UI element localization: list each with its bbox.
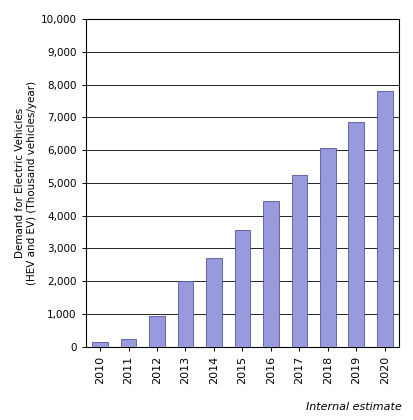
Bar bbox=[376, 91, 392, 347]
Bar bbox=[149, 315, 164, 347]
Bar bbox=[120, 339, 136, 347]
Bar bbox=[319, 148, 335, 347]
Bar bbox=[348, 122, 363, 347]
Bar bbox=[177, 281, 193, 347]
Bar bbox=[92, 342, 108, 347]
Bar bbox=[291, 175, 306, 347]
Y-axis label: Demand for Electric Vehicles
(HEV and EV) (Thousand vehicles/year): Demand for Electric Vehicles (HEV and EV… bbox=[15, 81, 36, 285]
Bar bbox=[234, 231, 249, 347]
Text: Internal estimate: Internal estimate bbox=[305, 402, 401, 412]
Bar bbox=[262, 201, 278, 347]
Bar bbox=[206, 258, 221, 347]
